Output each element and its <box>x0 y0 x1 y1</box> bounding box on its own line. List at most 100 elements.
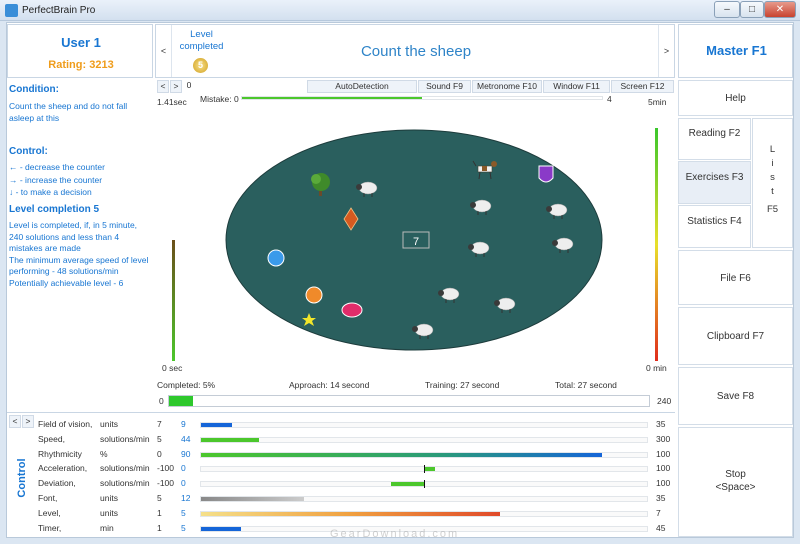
progress-max: 240 <box>657 396 672 406</box>
list-button[interactable]: L i s t F5 <box>752 118 793 248</box>
control-row: Field of vision, units 7 9 35 <box>38 417 678 432</box>
left-time-meter-fill <box>172 239 175 361</box>
control-slider[interactable] <box>200 436 648 443</box>
time-right-bottom-label: 0 min <box>646 363 667 373</box>
sheep-icon <box>552 237 574 253</box>
control-slider-marker <box>424 465 425 474</box>
file-button[interactable]: File F6 <box>678 250 793 305</box>
control-max: 100 <box>656 448 671 459</box>
right-time-meter-fill <box>655 127 658 361</box>
header-prev-button[interactable]: < <box>156 25 172 77</box>
control-slider[interactable] <box>200 496 648 502</box>
tab-window[interactable]: Window F11 <box>543 80 610 93</box>
control-min: -100 <box>157 463 175 474</box>
control-row: Level, units 1 5 7 <box>38 506 678 521</box>
help-button[interactable]: Help <box>678 80 793 116</box>
control-slider-fill <box>201 497 304 501</box>
pink-ellipse <box>341 302 363 318</box>
control-slider[interactable] <box>200 525 648 532</box>
orange-circle <box>305 286 323 304</box>
tab-screen[interactable]: Screen F12 <box>611 80 674 93</box>
control-slider[interactable] <box>200 480 648 489</box>
control-max: 35 <box>656 419 666 429</box>
shield-shape <box>538 165 554 183</box>
exercises-button[interactable]: Exercises F3 <box>678 161 751 204</box>
tab-autodetection[interactable]: AutoDetection <box>307 80 417 93</box>
control-name: Deviation, <box>38 478 76 489</box>
control-unit: solutions/min <box>100 478 150 489</box>
control-slider-fill <box>201 423 233 427</box>
control-slider[interactable] <box>200 422 648 428</box>
control-value: 5 <box>181 507 186 518</box>
exercise-title: Count the sheep <box>360 43 472 60</box>
exercise-header: < Level completed 5 Count the sheep > <box>155 24 675 78</box>
left-time-meter <box>172 118 175 361</box>
statistics-button[interactable]: Statistics F4 <box>678 205 751 248</box>
mistake-bar <box>241 96 603 100</box>
total-label: Total: 27 second <box>555 380 617 390</box>
game-field[interactable]: 7 <box>220 124 610 356</box>
control-max: 100 <box>656 463 671 474</box>
header-next-button[interactable]: > <box>658 25 674 77</box>
control-row: Acceleration, solutions/min -100 0 100 <box>38 461 678 476</box>
control-name: Level, <box>38 507 61 518</box>
divider <box>7 412 675 413</box>
clipboard-button[interactable]: Clipboard F7 <box>678 307 793 365</box>
control-slider[interactable] <box>200 510 648 517</box>
control-unit: solutions/min <box>100 433 150 444</box>
toolbar-counter: 0 <box>183 80 195 93</box>
control-value: 0 <box>181 478 186 489</box>
sheep-icon <box>356 181 378 197</box>
mistake-label: Mistake: 0 <box>200 94 239 104</box>
sheep-icon <box>546 203 568 219</box>
tab-sound[interactable]: Sound F9 <box>418 80 471 93</box>
diamond-shape <box>343 207 359 231</box>
master-button[interactable]: Master F1 <box>706 43 767 58</box>
reading-button[interactable]: Reading F2 <box>678 118 751 160</box>
window-title: PerfectBrain Pro <box>22 5 96 16</box>
dog-icon <box>472 160 497 180</box>
control-name: Rhythmicity <box>38 448 82 459</box>
time-right-top-label: 5min <box>648 97 667 107</box>
control-next-button[interactable]: > <box>22 415 34 428</box>
control-slider-fill <box>390 482 424 487</box>
medal-icon: 5 <box>193 58 208 73</box>
control-slider-fill <box>201 452 603 457</box>
right-time-meter <box>655 118 658 361</box>
control-slider[interactable] <box>200 451 648 458</box>
level-description: Level is completed, if, in 5 minute, 240… <box>9 220 151 289</box>
user-name[interactable]: User 1 <box>61 35 101 50</box>
control-unit: units <box>100 507 118 518</box>
control-value: 44 <box>181 433 191 444</box>
mistake-bar-fill <box>242 97 422 99</box>
condition-text: Count the sheep and do not fall asleep a… <box>9 101 128 123</box>
tab-metronome[interactable]: Metronome F10 <box>472 80 542 93</box>
control-unit: units <box>100 493 118 503</box>
list-letter-3: s <box>770 172 775 183</box>
control-line-decrease: ← - decrease the counter <box>9 162 105 172</box>
progress-bar <box>168 395 650 407</box>
save-button[interactable]: Save F8 <box>678 367 793 425</box>
control-row: Speed, solutions/min 5 44 300 <box>38 432 678 447</box>
control-slider[interactable] <box>200 465 648 474</box>
level-status: Level completed <box>179 29 224 52</box>
control-slider-fill <box>201 511 500 516</box>
list-key: F5 <box>766 204 779 215</box>
control-row: Timer, min 1 5 45 <box>38 521 678 536</box>
control-unit: solutions/min <box>100 463 150 474</box>
toolbar-next-button[interactable]: > <box>170 80 182 93</box>
close-button[interactable]: ✕ <box>764 1 796 18</box>
list-letter-1: L <box>769 144 776 155</box>
approach-label: Approach: 14 second <box>289 380 370 390</box>
control-instructions: ← - decrease the counter → - increase th… <box>9 161 105 199</box>
control-prev-button[interactable]: < <box>9 415 21 428</box>
completed-label: Completed: 5% <box>157 380 216 390</box>
minimize-button[interactable]: – <box>714 1 740 18</box>
sheep-group <box>356 181 574 339</box>
control-unit: units <box>100 419 118 429</box>
control-min: 0 <box>157 448 162 459</box>
toolbar-prev-button[interactable]: < <box>157 80 169 93</box>
control-max: 7 <box>656 507 661 518</box>
stop-button[interactable]: Stop <Space> <box>678 427 793 537</box>
maximize-button[interactable]: □ <box>740 1 764 18</box>
